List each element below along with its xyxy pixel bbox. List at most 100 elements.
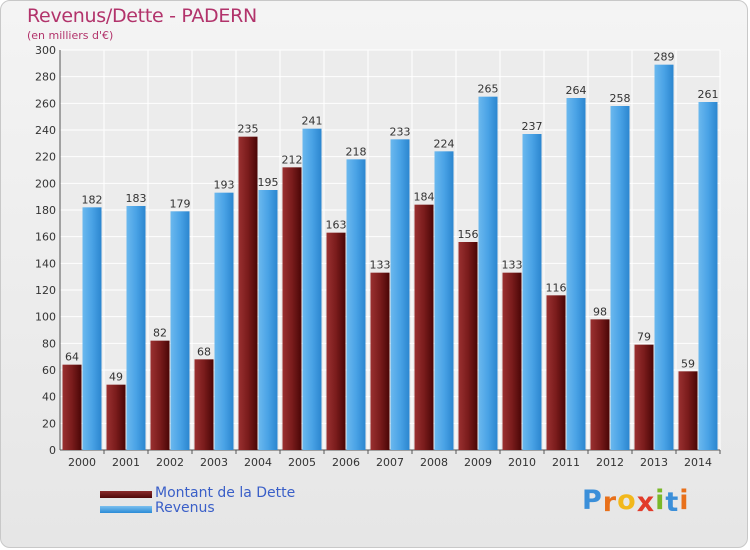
bar-debt <box>62 364 82 450</box>
bar-revenus <box>346 159 366 451</box>
logo-letter: i <box>655 485 666 516</box>
data-label-debt: 133 <box>502 259 523 272</box>
bar-debt <box>546 295 566 450</box>
bar-revenus <box>478 96 498 451</box>
y-tick-label: 280 <box>35 71 56 84</box>
bar-debt <box>370 272 390 450</box>
data-label-debt: 156 <box>458 228 479 241</box>
data-label-debt: 212 <box>282 153 303 166</box>
bar-revenus <box>302 128 322 450</box>
x-tick-label: 2006 <box>332 456 360 469</box>
y-tick-label: 240 <box>35 124 56 137</box>
y-tick-label: 40 <box>42 391 56 404</box>
data-label-revenus: 233 <box>390 125 411 138</box>
y-tick-label: 200 <box>35 177 56 190</box>
data-label-revenus: 289 <box>654 51 675 64</box>
bar-revenus <box>390 139 410 451</box>
x-tick-label: 2007 <box>376 456 404 469</box>
x-tick-label: 2000 <box>68 456 96 469</box>
data-label-debt: 68 <box>197 345 211 358</box>
plot-area <box>60 50 720 450</box>
bar-revenus <box>654 64 674 451</box>
y-tick-label: 260 <box>35 97 56 110</box>
data-label-revenus: 183 <box>126 192 147 205</box>
x-tick-label: 2005 <box>288 456 316 469</box>
bar-debt <box>238 136 258 450</box>
bar-debt <box>634 344 654 450</box>
data-label-revenus: 218 <box>346 145 367 158</box>
x-tick-label: 2009 <box>464 456 492 469</box>
bar-revenus <box>126 206 146 450</box>
data-label-revenus: 193 <box>214 179 235 192</box>
data-label-debt: 82 <box>153 327 167 340</box>
data-label-debt: 64 <box>65 351 79 364</box>
chart-subtitle: (en milliers d'€) <box>27 29 114 42</box>
bar-debt <box>150 340 170 450</box>
logo-letter: i <box>679 485 690 516</box>
chart-title: Revenus/Dette - PADERN <box>27 5 257 27</box>
legend-label-revenus: Revenus <box>155 500 215 516</box>
y-tick-label: 180 <box>35 204 56 217</box>
logo-letter: o <box>617 485 637 516</box>
bar-debt <box>106 384 126 450</box>
proxiti-logo: Proxiti <box>582 485 690 518</box>
legend-swatch-debt <box>100 491 152 498</box>
logo-letter: P <box>582 485 603 516</box>
bar-revenus <box>698 102 718 450</box>
data-label-debt: 49 <box>109 371 123 384</box>
y-tick-label: 80 <box>42 337 56 350</box>
bar-revenus <box>214 192 234 450</box>
data-label-revenus: 261 <box>698 88 719 101</box>
bar-debt <box>590 319 610 450</box>
x-tick-label: 2008 <box>420 456 448 469</box>
data-label-revenus: 182 <box>82 193 103 206</box>
data-label-debt: 79 <box>637 331 651 344</box>
data-label-revenus: 224 <box>434 137 455 150</box>
logo-letter: r <box>602 487 618 518</box>
y-tick-label: 140 <box>35 257 56 270</box>
x-tick-label: 2012 <box>596 456 624 469</box>
bar-debt <box>678 371 698 450</box>
bar-debt <box>458 242 478 450</box>
legend-swatch-revenus <box>100 506 152 513</box>
y-tick-label: 100 <box>35 311 56 324</box>
x-tick-label: 2001 <box>112 456 140 469</box>
logo-letter: x <box>636 487 656 518</box>
bar-revenus <box>610 106 630 450</box>
x-tick-label: 2004 <box>244 456 272 469</box>
bar-revenus <box>170 211 190 450</box>
x-tick-label: 2014 <box>684 456 712 469</box>
data-label-revenus: 264 <box>566 84 587 97</box>
bar-debt <box>282 167 302 451</box>
bar-revenus <box>566 98 586 450</box>
data-label-debt: 98 <box>593 305 607 318</box>
y-tick-label: 220 <box>35 151 56 164</box>
bar-revenus <box>82 207 102 450</box>
data-label-debt: 116 <box>546 281 567 294</box>
x-tick-label: 2003 <box>200 456 228 469</box>
data-label-revenus: 179 <box>170 197 191 210</box>
bar-debt <box>502 272 522 450</box>
y-tick-label: 300 <box>35 44 56 57</box>
bar-debt <box>326 232 346 450</box>
data-label-debt: 133 <box>370 259 391 272</box>
y-tick-label: 20 <box>42 417 56 430</box>
x-tick-label: 2013 <box>640 456 668 469</box>
data-label-revenus: 195 <box>258 176 279 189</box>
data-label-debt: 235 <box>238 123 259 136</box>
y-tick-label: 0 <box>49 444 56 457</box>
bar-revenus <box>522 134 542 450</box>
bar-revenus <box>434 151 454 451</box>
data-label-revenus: 258 <box>610 92 631 105</box>
y-tick-label: 60 <box>42 364 56 377</box>
y-tick-label: 160 <box>35 231 56 244</box>
x-tick-label: 2011 <box>552 456 580 469</box>
data-label-debt: 59 <box>681 357 695 370</box>
bar-debt <box>194 359 214 450</box>
logo-letter: t <box>665 487 680 518</box>
bar-revenus <box>258 190 278 450</box>
y-tick-label: 120 <box>35 284 56 297</box>
x-tick-label: 2010 <box>508 456 536 469</box>
legend-label-debt: Montant de la Dette <box>155 485 296 501</box>
